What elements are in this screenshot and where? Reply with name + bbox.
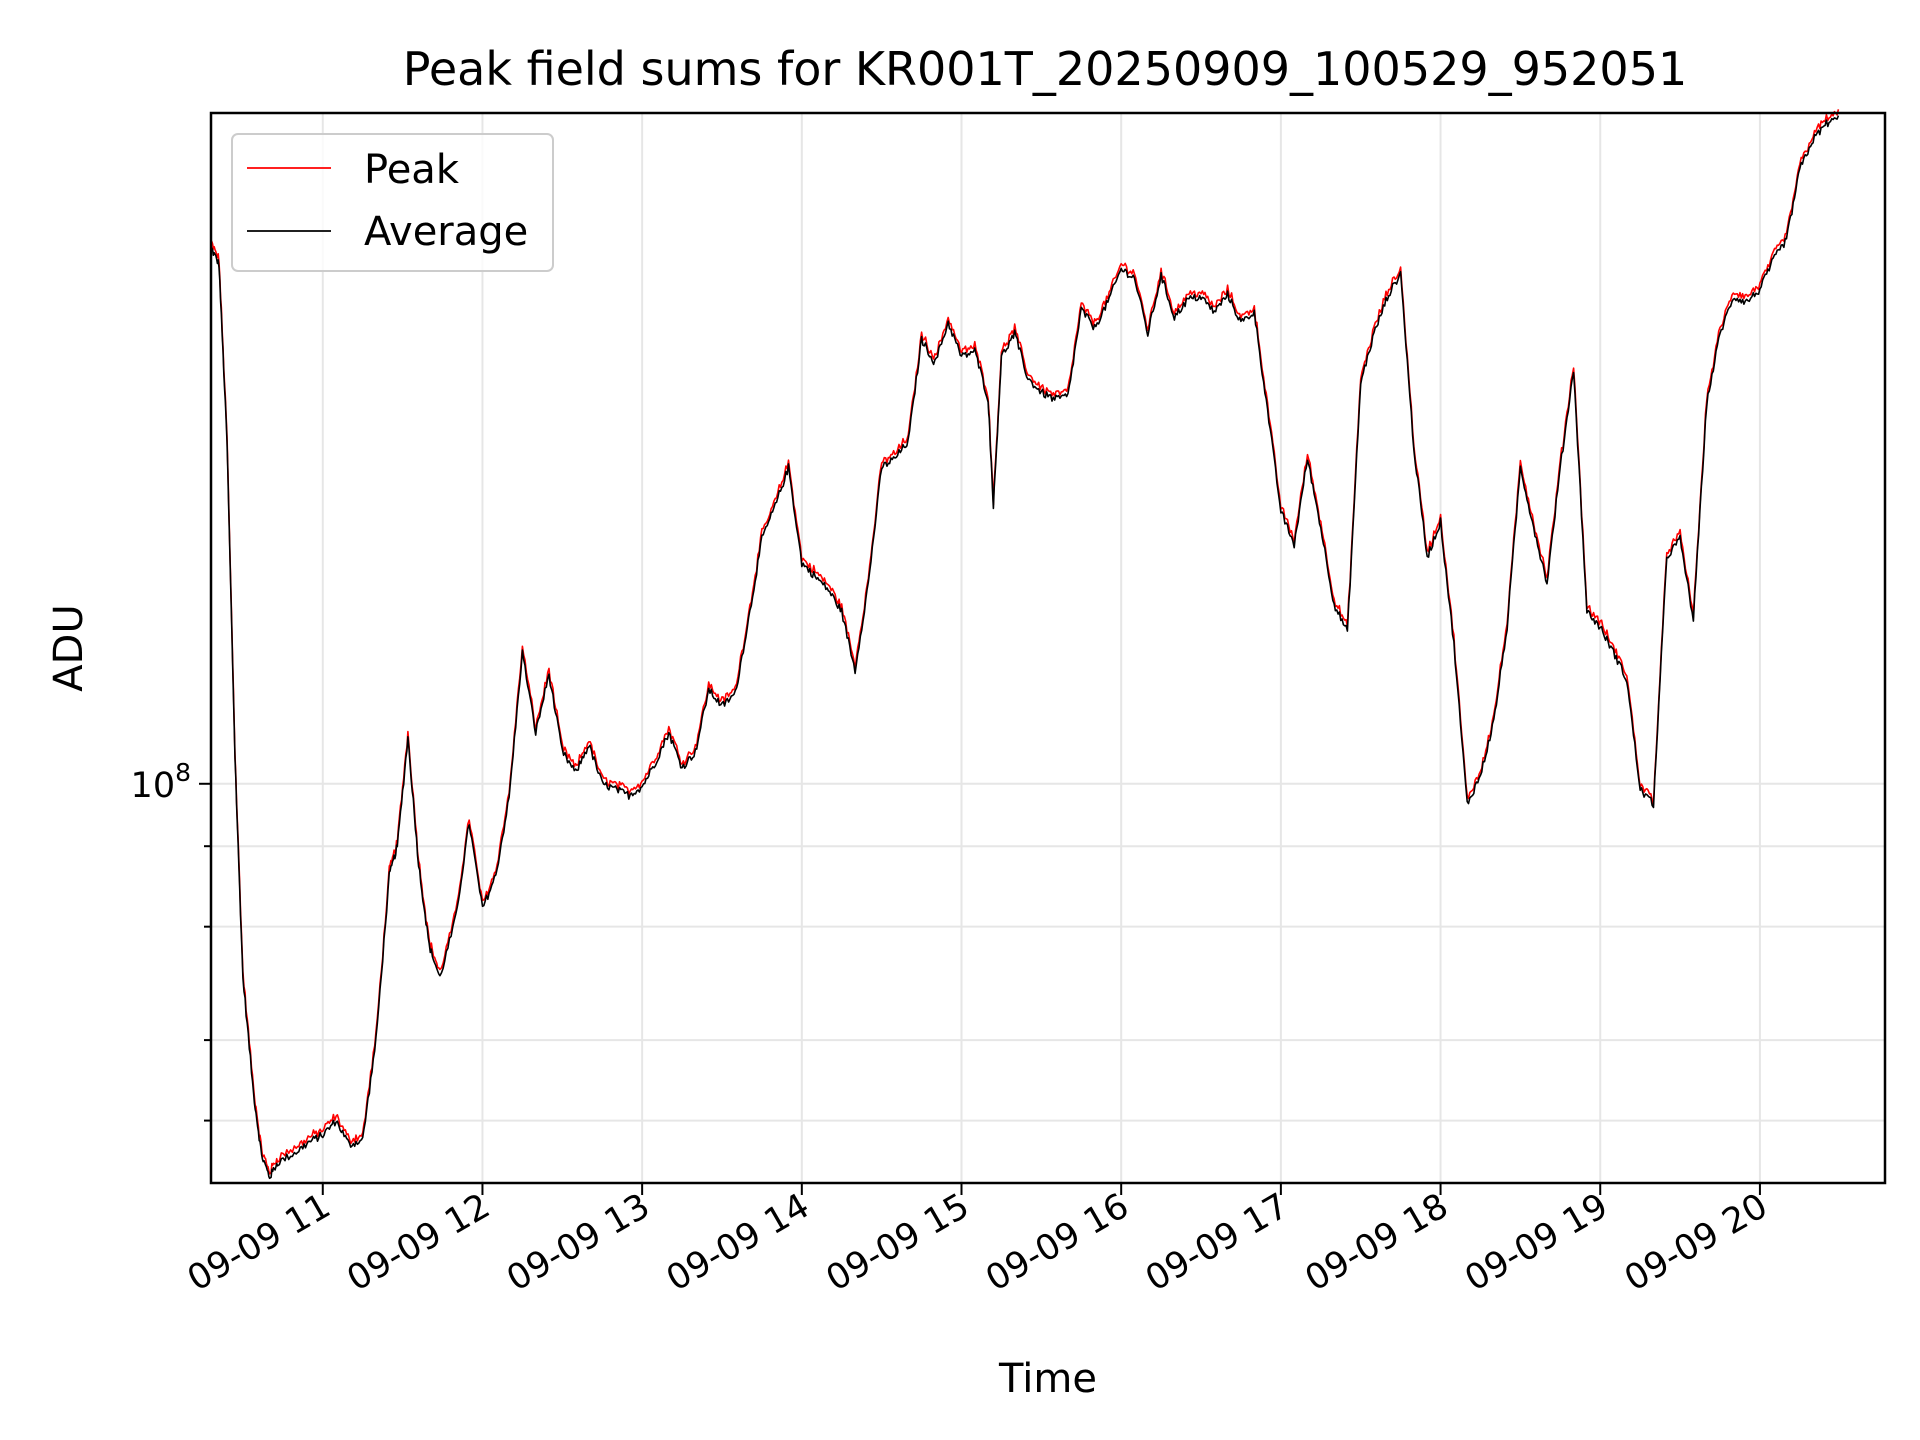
y-axis-label: ADU [46,604,92,691]
grid [211,113,1885,1183]
legend-label-average: Average [364,209,528,255]
series-lines [210,109,1840,1180]
y-axis-ticks: 108 [131,758,211,1122]
legend: Peak Average [231,133,554,272]
series-line-average [210,115,1840,1180]
legend-label-peak: Peak [364,147,460,193]
chart-title: Peak field sums for KR001T_20250909_1005… [403,42,1687,96]
plot-frame [209,111,1887,1185]
x-axis-label: Time [998,1356,1097,1402]
y-tick-label: 108 [131,758,191,806]
